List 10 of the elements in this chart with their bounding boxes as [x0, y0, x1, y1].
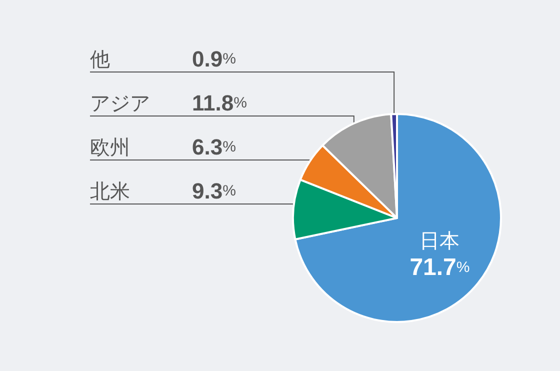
data-label: 0.9% — [192, 46, 236, 72]
slice-label: 他 — [90, 47, 110, 71]
data-label: 71.7% — [410, 254, 470, 282]
data-label: 6.3% — [192, 134, 236, 160]
slice-label: 日本 — [420, 228, 460, 253]
slice-label: アジア — [90, 91, 150, 115]
slice-label: 北米 — [90, 179, 130, 203]
data-label: 9.3% — [192, 178, 236, 204]
data-label: 11.8% — [192, 90, 247, 116]
slice-label: 欧州 — [90, 135, 130, 159]
